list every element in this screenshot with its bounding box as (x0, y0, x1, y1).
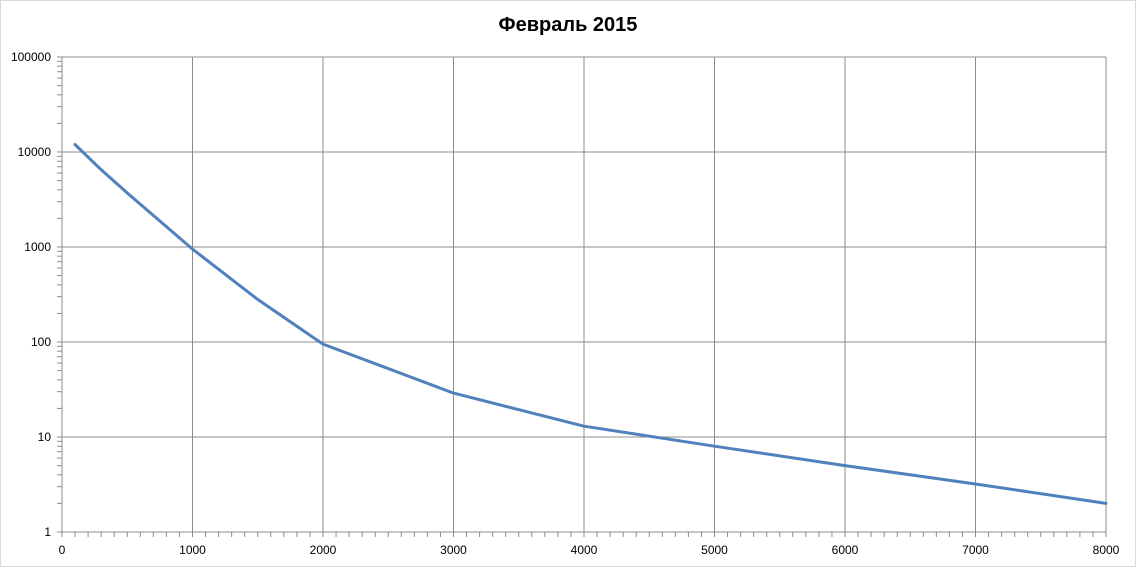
minor-ticks (57, 56, 1107, 537)
tick-labels: 0 1000 2000 3000 4000 5000 6000 7000 8000 1 10 100 1… (11, 50, 1120, 557)
y-tick-label: 10000 (18, 145, 52, 159)
x-tick-label: 6000 (832, 543, 859, 557)
x-tick-label: 8000 (1093, 543, 1120, 557)
series-layer (73, 143, 1108, 505)
gridlines (62, 56, 1107, 532)
series-line (73, 143, 1108, 505)
x-tick-label: 3000 (440, 543, 467, 557)
x-tick-label: 1000 (179, 543, 206, 557)
y-tick-label: 100 (31, 335, 51, 349)
y-tick-label: 10 (38, 430, 52, 444)
x-tick-label: 7000 (962, 543, 989, 557)
x-tick-label: 0 (59, 543, 66, 557)
y-tick-label: 1 (44, 525, 51, 539)
x-tick-label: 4000 (571, 543, 598, 557)
chart-title: Февраль 2015 (498, 14, 638, 36)
y-tick-label: 1000 (24, 240, 51, 254)
x-tick-label: 5000 (701, 543, 728, 557)
y-tick-label: 100000 (11, 50, 51, 64)
x-tick-label: 2000 (310, 543, 337, 557)
axes (61, 57, 1106, 533)
